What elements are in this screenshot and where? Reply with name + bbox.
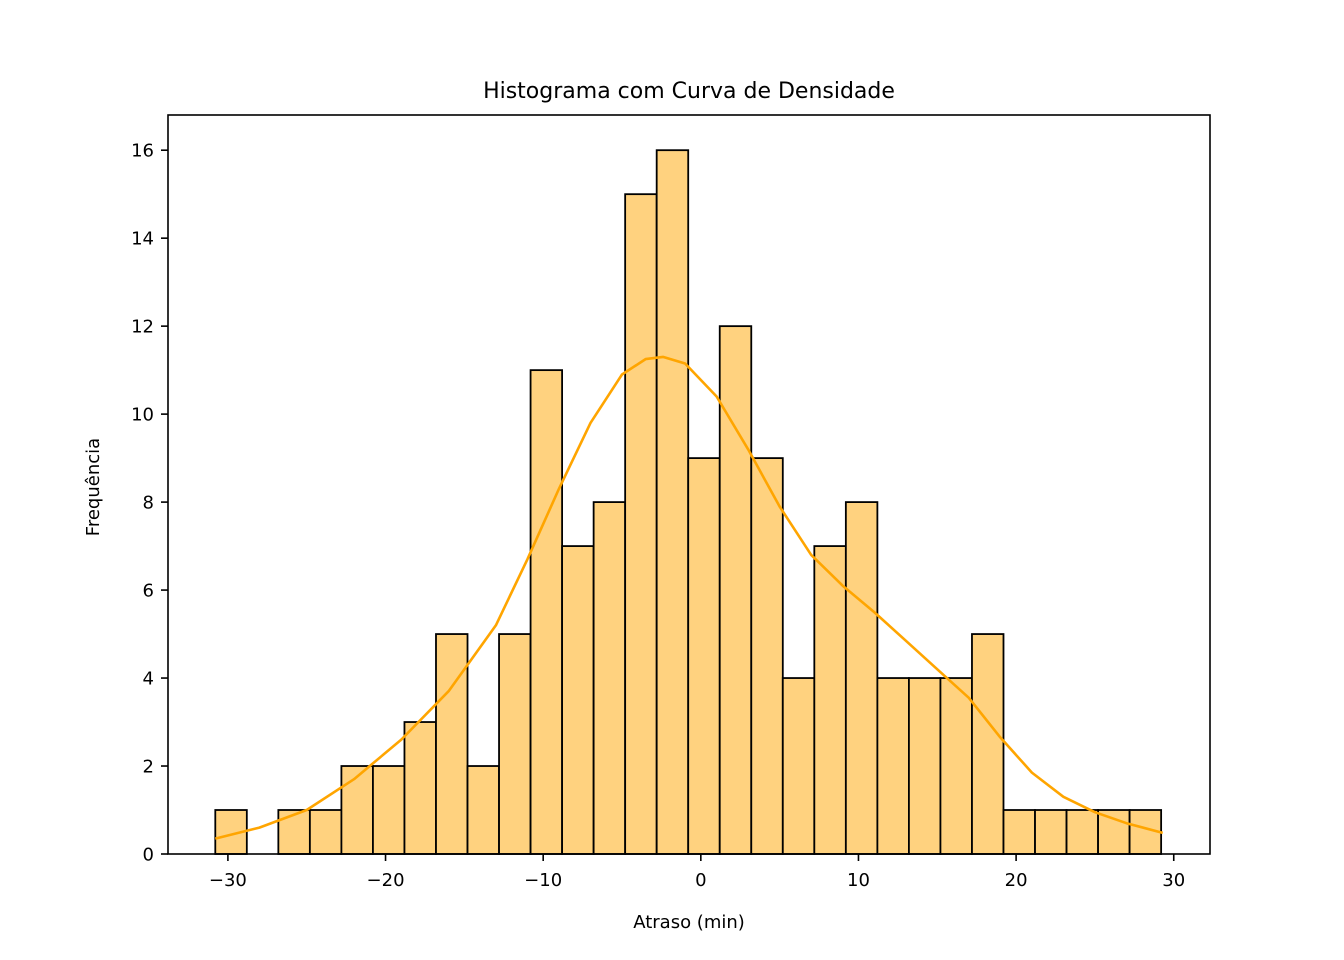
y-tick-label: 14 (131, 229, 154, 250)
histogram-bar (876, 677, 910, 855)
y-axis-ticks: 0 2 4 6 8 10 12 14 16 (131, 141, 168, 866)
x-tick-label: 20 (1005, 870, 1028, 891)
histogram-bar (372, 765, 406, 855)
histogram-bar (939, 677, 973, 855)
histogram-bar (908, 677, 942, 855)
histogram-bar (561, 545, 595, 855)
histogram-bar (529, 369, 563, 855)
histogram-bar (1097, 809, 1131, 855)
x-tick-label: 0 (695, 870, 706, 891)
histogram-bar (971, 633, 1005, 855)
y-tick-label: 2 (143, 757, 154, 778)
x-tick-label: −10 (524, 870, 562, 891)
y-tick-label: 16 (131, 141, 154, 162)
y-tick-label: 6 (143, 581, 154, 602)
histogram-bar (498, 633, 532, 855)
histogram-bar (655, 149, 690, 855)
histogram-bar (718, 325, 753, 855)
histogram-bar (624, 193, 658, 855)
histogram-bar (277, 809, 311, 855)
histogram-bar (1034, 809, 1068, 855)
x-tick-label: −20 (367, 870, 405, 891)
histogram-bar (813, 545, 847, 855)
histogram-bar (592, 501, 627, 855)
chart-title: Histograma com Curva de Densidade (483, 79, 895, 104)
plot-area-frame (167, 114, 1211, 855)
histogram-bar (844, 501, 879, 855)
histogram-bar (781, 677, 816, 855)
density-curve (214, 355, 1164, 840)
histogram-bar (340, 765, 374, 855)
y-tick-label: 8 (143, 493, 154, 514)
y-tick-label: 0 (143, 845, 154, 866)
y-tick-label: 10 (131, 405, 154, 426)
histogram-bar (1065, 809, 1099, 855)
histogram-bar (435, 633, 469, 855)
histogram-bar (687, 457, 721, 855)
histogram-bar (308, 809, 343, 855)
histogram-bar (750, 457, 784, 855)
x-tick-label: −30 (209, 870, 247, 891)
histogram-bars (214, 149, 1163, 855)
x-axis-ticks: −30 −20 −10 0 10 20 30 (209, 854, 1185, 891)
y-tick-label: 12 (131, 317, 154, 338)
y-axis-label: Frequência (83, 438, 104, 536)
x-tick-label: 30 (1162, 870, 1185, 891)
histogram-bar (466, 765, 500, 855)
histogram-bar (1002, 809, 1036, 855)
x-axis-label: Atraso (min) (633, 912, 745, 933)
y-tick-label: 4 (143, 669, 154, 690)
x-tick-label: 10 (847, 870, 870, 891)
histogram-bar (403, 721, 437, 855)
